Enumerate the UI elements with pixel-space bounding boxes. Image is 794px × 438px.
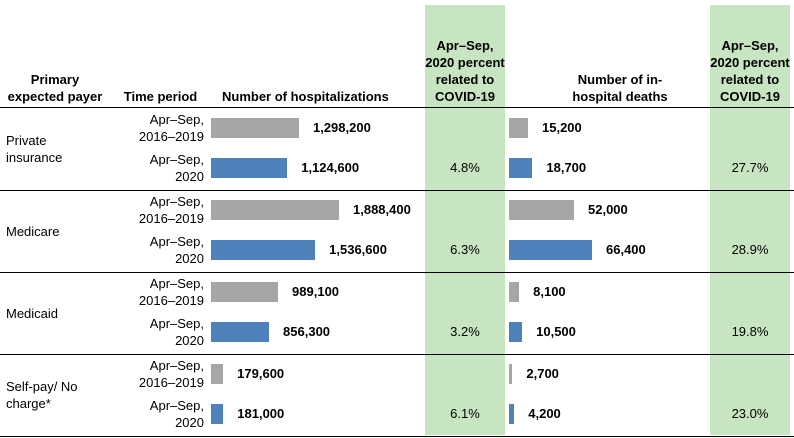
period: Apr–Sep, 2016–2019 — [138, 112, 204, 144]
value-label: 18,700 — [546, 160, 587, 175]
value-label: 1,124,600 — [301, 160, 360, 175]
column-header: Time period — [118, 5, 203, 105]
header-text: Number of in-hospital deaths — [572, 72, 668, 104]
period: Apr–Sep, 2020 — [149, 152, 204, 184]
column-header: Primary expected payer — [5, 5, 105, 105]
percent: 27.7% — [731, 160, 769, 175]
value-label: 989,100 — [292, 284, 340, 299]
header-text: Primary expected payer — [7, 72, 103, 104]
value-label: 66,400 — [606, 242, 646, 257]
value-label: 1,536,600 — [329, 242, 387, 257]
bar — [211, 200, 339, 220]
column-header: Apr–Sep, 2020 percent related to COVID-1… — [425, 5, 505, 105]
percent: 6.1% — [450, 406, 480, 421]
period: Apr–Sep, 2020 — [149, 398, 204, 430]
payer: Medicare — [6, 223, 60, 239]
period: Apr–Sep, 2020 — [149, 234, 204, 266]
percent: 6.3% — [450, 242, 480, 257]
rule — [0, 436, 794, 437]
rule — [0, 107, 794, 108]
value-label: 10,500 — [536, 324, 576, 339]
payer: Medicaid — [6, 305, 59, 321]
value-label: 1,298,200 — [312, 120, 371, 135]
period: Apr–Sep, 2016–2019 — [138, 194, 204, 226]
header-text: Apr–Sep, 2020 percent related to COVID-1… — [710, 38, 790, 104]
bar — [211, 118, 299, 138]
bar — [509, 158, 533, 178]
value-label: 856,300 — [283, 324, 331, 339]
rule — [0, 190, 794, 191]
column-header: Number of hospitalizations — [222, 5, 422, 105]
bar — [211, 240, 316, 260]
percent: 19.8% — [731, 324, 769, 339]
period: Apr–Sep, 2016–2019 — [138, 276, 204, 308]
payer: Self-pay/ No charge* — [6, 379, 78, 411]
period: Apr–Sep, 2020 — [149, 316, 204, 348]
percent: 4.8% — [450, 160, 480, 175]
bar — [509, 404, 515, 424]
column-header: Number of in-hospital deaths — [540, 5, 700, 105]
bar — [509, 240, 592, 260]
percent: 3.2% — [450, 324, 480, 339]
highlight-column — [710, 5, 790, 435]
percent: 23.0% — [731, 406, 769, 421]
bar — [211, 404, 224, 424]
bar — [211, 282, 279, 302]
bar — [211, 322, 270, 342]
bar — [211, 158, 288, 178]
rule — [0, 272, 794, 273]
value-label: 2,700 — [526, 366, 559, 381]
payer: Private insurance — [6, 133, 63, 165]
value-label: 179,600 — [237, 366, 285, 381]
header-text: Apr–Sep, 2020 percent related to COVID-1… — [425, 38, 505, 104]
value-label: 4,200 — [528, 406, 561, 421]
rule — [0, 354, 794, 355]
bar — [211, 364, 224, 384]
value-label: 15,200 — [542, 120, 582, 135]
header-text: Number of hospitalizations — [222, 89, 389, 104]
header-text: Time period — [123, 89, 198, 104]
percent: 28.9% — [731, 242, 769, 257]
value-label: 8,100 — [533, 284, 566, 299]
bar — [509, 322, 523, 342]
bar — [509, 282, 520, 302]
column-header: Apr–Sep, 2020 percent related to COVID-1… — [710, 5, 790, 105]
highlight-column — [425, 5, 505, 435]
bar — [509, 118, 528, 138]
value-label: 52,000 — [588, 202, 628, 217]
period: Apr–Sep, 2016–2019 — [138, 358, 204, 390]
value-label: 181,000 — [237, 406, 285, 421]
value-label: 1,888,400 — [353, 202, 411, 217]
bar — [509, 200, 574, 220]
bar — [509, 364, 513, 384]
